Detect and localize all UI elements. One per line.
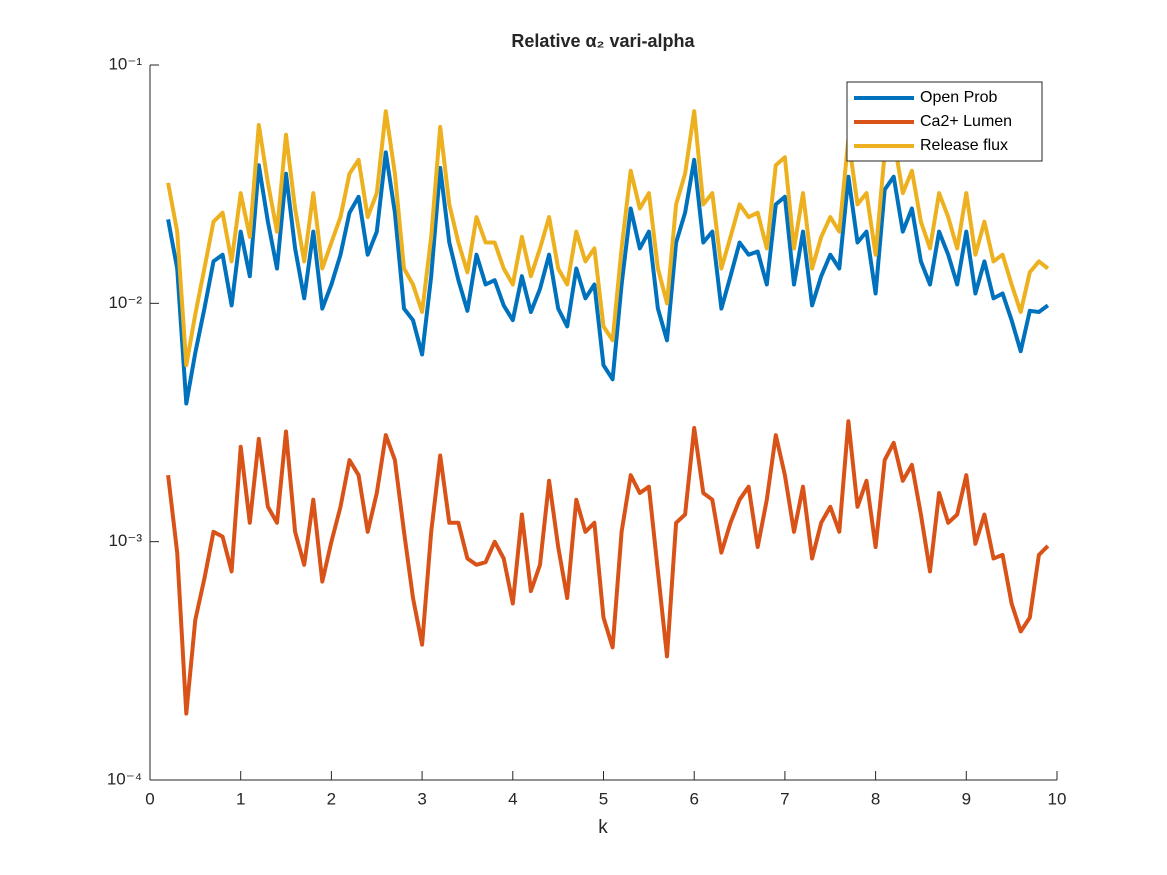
x-tick-label: 4 <box>508 789 517 808</box>
y-tick-label: 10⁻² <box>108 293 142 312</box>
x-tick-label: 3 <box>417 789 426 808</box>
x-tick-label: 10 <box>1048 789 1067 808</box>
x-tick-label: 8 <box>871 789 880 808</box>
x-tick-label: 1 <box>236 789 245 808</box>
x-axis-label: k <box>598 817 608 838</box>
x-tick-label: 6 <box>689 789 698 808</box>
x-tick-label: 5 <box>599 789 608 808</box>
line-series <box>166 109 1050 368</box>
y-tick-label: 10⁻¹ <box>108 54 142 73</box>
y-tick-label: 10⁻³ <box>108 531 142 550</box>
x-tick-label: 7 <box>780 789 789 808</box>
x-tick-label: 2 <box>327 789 336 808</box>
x-tick-label: 0 <box>145 789 154 808</box>
y-tick-label: 10⁻⁴ <box>107 769 142 788</box>
x-tick-label: 9 <box>962 789 971 808</box>
line-series <box>166 419 1050 716</box>
legend-label: Ca2+ Lumen <box>920 113 1012 130</box>
legend-label: Release flux <box>920 137 1008 154</box>
legend-label: Open Prob <box>920 89 997 106</box>
chart-title: Relative α₂ vari-alpha <box>511 31 695 51</box>
line-series <box>166 150 1050 406</box>
